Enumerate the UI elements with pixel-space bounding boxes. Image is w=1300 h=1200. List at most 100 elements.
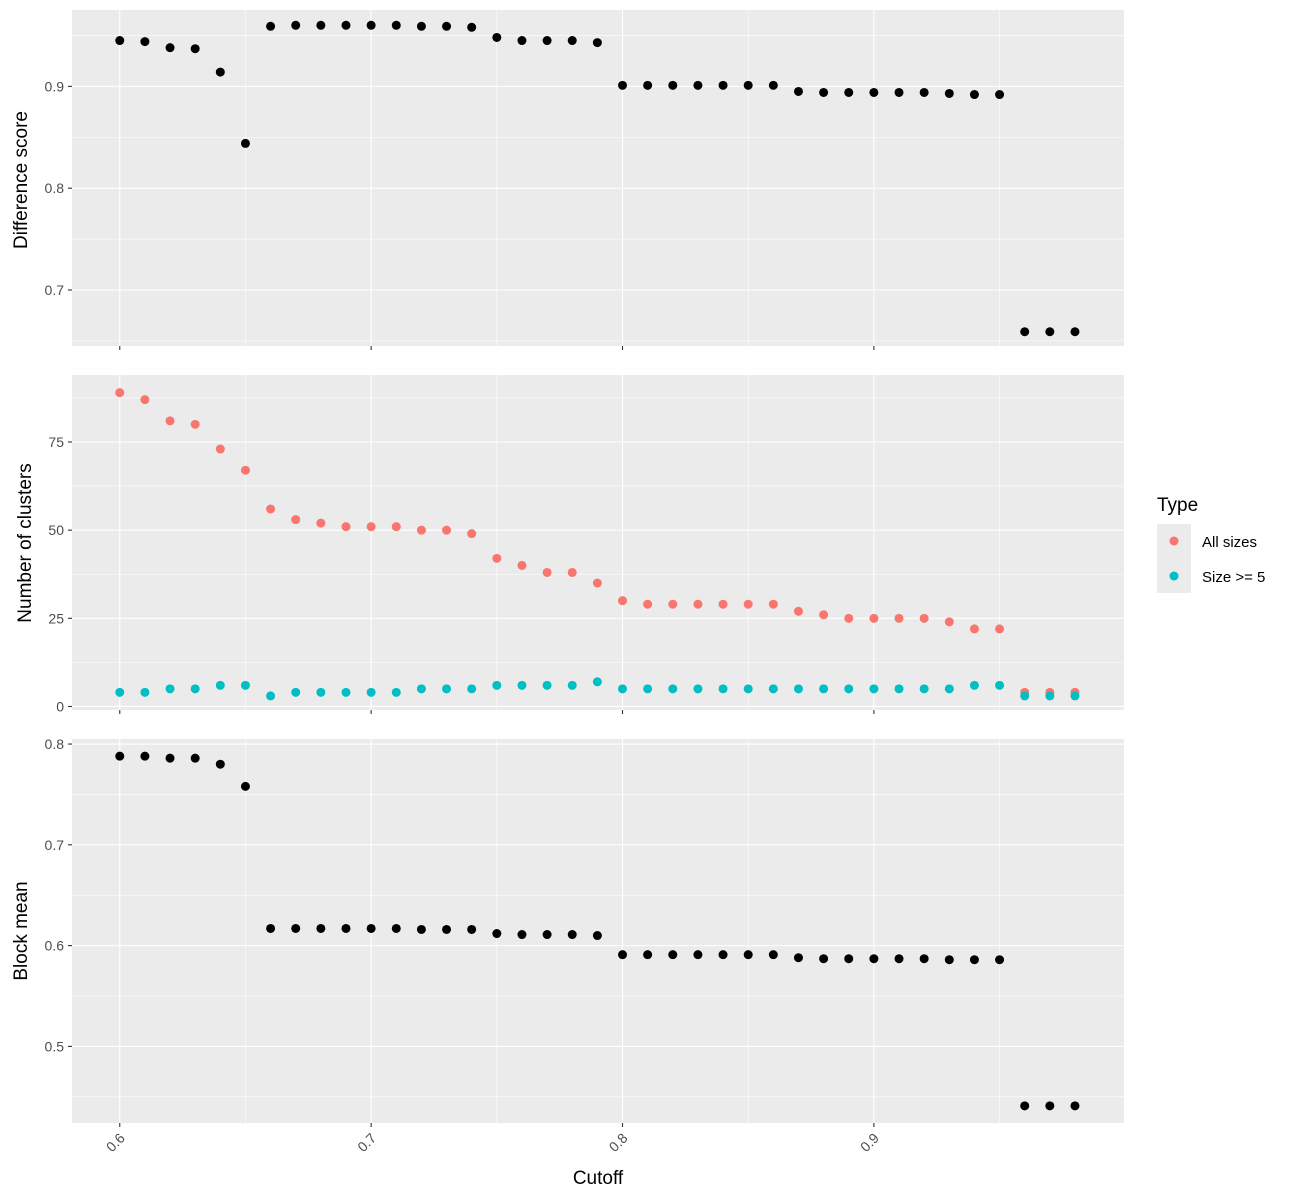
data-point [416,924,426,934]
data-point [266,504,276,514]
data-point [844,87,854,97]
data-point [416,21,426,31]
data-point [592,578,602,588]
panel-background [72,375,1124,710]
data-point [190,44,200,54]
data-point [1020,691,1030,701]
data-point [366,923,376,933]
data-point [869,684,879,694]
data-point [115,687,125,697]
data-point [844,613,854,623]
data-point [467,22,477,32]
data-point [190,419,200,429]
data-point [793,606,803,616]
data-point [115,751,125,761]
data-point [668,80,678,90]
data-point [190,684,200,694]
data-point [969,90,979,100]
data-point [718,599,728,609]
data-point [341,522,351,532]
data-point [442,525,452,535]
data-point [240,138,250,148]
panel-background [72,739,1124,1123]
data-point [542,567,552,577]
data-point [442,684,452,694]
data-point [1020,1101,1030,1111]
data-point [995,680,1005,690]
data-point [743,599,753,609]
data-point [140,687,150,697]
data-point [140,395,150,405]
series-size-5 [115,677,1080,701]
data-point [266,691,276,701]
data-point [768,950,778,960]
data-point [567,567,577,577]
data-point [140,37,150,47]
data-point [592,38,602,48]
data-point [240,680,250,690]
data-point [517,930,527,940]
data-point [643,684,653,694]
data-point [1045,327,1055,337]
data-point [341,923,351,933]
data-point [416,684,426,694]
panel-number-of-clusters: 0 25 50 75 [48,375,1124,714]
data-point [115,388,125,398]
data-point [944,88,954,98]
data-point [819,684,829,694]
y-axis-title-number-of-clusters: Number of clusters [15,463,36,622]
data-point [869,87,879,97]
legend-swatch-all-sizes [1169,536,1179,546]
data-point [995,624,1005,634]
data-point [291,687,301,697]
y-tick-label: 0.5 [45,1038,65,1054]
data-point [542,36,552,46]
data-point [215,680,225,690]
panel-background [72,10,1124,346]
data-point [115,36,125,46]
data-point [341,687,351,697]
data-point [919,954,929,964]
data-point [592,931,602,941]
data-point [844,954,854,964]
y-tick-label: 0.8 [45,736,65,752]
data-point [718,684,728,694]
data-point [316,687,326,697]
panel-block-mean: 0.50.60.70.80.6 0.7 0.8 0.9 [45,736,1124,1155]
data-point [869,613,879,623]
data-point [391,687,401,697]
data-point [869,954,879,964]
data-point [492,929,502,939]
data-point [567,930,577,940]
data-point [1045,1101,1055,1111]
data-point [391,20,401,30]
data-point [517,680,527,690]
y-tick-label: 0.7 [45,837,65,853]
data-point [894,684,904,694]
data-point [693,599,703,609]
data-point [366,522,376,532]
data-point [819,954,829,964]
data-point [894,954,904,964]
data-point [341,20,351,30]
data-point [291,515,301,525]
data-point [517,560,527,570]
data-point [894,613,904,623]
data-point [743,950,753,960]
y-tick-label: 0.8 [45,180,65,196]
data-point [492,680,502,690]
data-point [391,522,401,532]
data-point [391,923,401,933]
data-point [291,923,301,933]
data-point [1070,691,1080,701]
data-point [919,613,929,623]
data-point [467,529,477,539]
data-point [592,677,602,687]
legend-label-all-sizes: All sizes [1202,534,1257,551]
y-tick-label: 25 [48,610,64,626]
data-point [618,684,628,694]
y-tick-label: 0.7 [45,282,65,298]
data-point [995,955,1005,965]
data-point [366,687,376,697]
data-point [266,923,276,933]
